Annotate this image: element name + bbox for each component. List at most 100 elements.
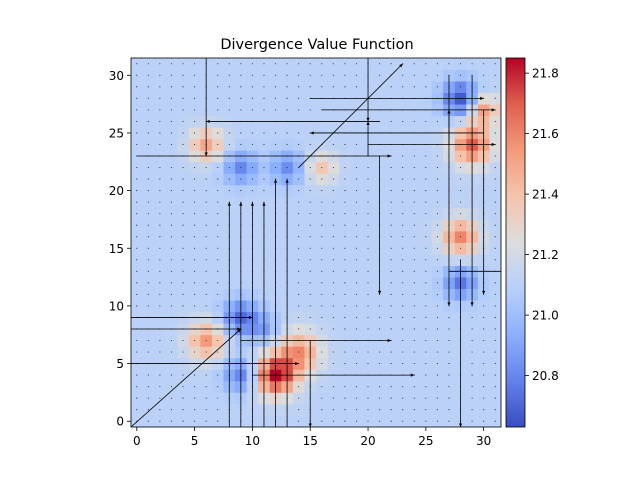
field-dot [194, 132, 196, 134]
y-tick: 20 [109, 184, 131, 198]
field-dot [413, 120, 415, 122]
field-dot [459, 120, 462, 122]
field-dot [309, 224, 311, 226]
field-dot [274, 86, 277, 88]
field-dot [205, 213, 207, 215]
colorbar-tick: 21.2 [525, 248, 559, 262]
field-dot [494, 328, 496, 330]
field-dot [367, 236, 369, 238]
field-dot [355, 190, 358, 192]
y-tick: 10 [109, 299, 131, 313]
field-dot [298, 316, 300, 319]
field-dot [344, 236, 346, 238]
field-dot [413, 178, 415, 180]
field-dot [263, 97, 265, 99]
field-dot [136, 201, 138, 203]
field-dot [332, 86, 334, 88]
streamline-arrow [227, 202, 231, 427]
x-tick-label: 5 [191, 434, 199, 448]
field-dot [251, 132, 253, 134]
field-dot [413, 259, 415, 261]
field-dot [298, 293, 300, 295]
y-tick: 0 [116, 415, 131, 429]
field-dot [147, 420, 149, 422]
x-tick-label: 0 [133, 434, 141, 448]
field-dot [170, 259, 173, 261]
field-dot [355, 420, 358, 422]
field-dot [471, 363, 473, 365]
field-dot [228, 167, 230, 169]
field-dot [367, 178, 369, 180]
field-dot [159, 293, 161, 295]
field-dot [217, 282, 219, 284]
x-tick-label: 20 [360, 434, 375, 448]
field-dot [274, 167, 277, 169]
field-dot [436, 316, 438, 319]
field-dot [170, 293, 173, 295]
field-dot [217, 397, 219, 399]
field-dot [425, 190, 427, 192]
field-dot [228, 109, 230, 111]
field-dot [159, 213, 161, 215]
field-dot [286, 97, 288, 99]
x-axis: 0 5 10 15 20 25 30 [133, 427, 491, 448]
field-dot [217, 270, 219, 272]
y-tick-label: 30 [109, 69, 124, 83]
field-dot [159, 339, 161, 342]
field-dot [402, 178, 404, 180]
field-dot [136, 374, 138, 376]
field-dot [494, 74, 496, 76]
field-dot [344, 143, 346, 146]
field-dot [483, 63, 485, 65]
field-dot [471, 420, 473, 422]
field-dot [321, 224, 323, 226]
field-dot [459, 190, 462, 192]
field-dot [309, 109, 311, 111]
field-dot [436, 409, 438, 411]
field-dot [170, 409, 173, 411]
field-dot [159, 259, 161, 261]
field-dot [194, 409, 196, 411]
field-dot [344, 386, 346, 388]
field-dot [159, 63, 161, 65]
field-dot [332, 282, 334, 284]
field-dot [217, 351, 219, 353]
field-dot [355, 201, 358, 203]
field-dot [355, 397, 358, 399]
field-dot [332, 293, 334, 295]
colorbar [505, 57, 526, 428]
field-dot [494, 339, 496, 342]
field-dot [182, 190, 184, 192]
field-dot [390, 305, 392, 307]
field-dot [494, 236, 496, 238]
field-dot [182, 132, 184, 134]
field-dot [170, 86, 173, 88]
field-dot [425, 374, 427, 376]
field-dot [240, 86, 242, 88]
field-dot [298, 143, 300, 146]
field-dot [217, 63, 219, 65]
field-dot [494, 224, 496, 226]
field-dot [344, 363, 346, 365]
field-dot [436, 155, 438, 157]
field-dot [309, 63, 311, 65]
field-dot [425, 86, 427, 88]
field-dot [298, 409, 300, 411]
field-dot [136, 120, 138, 122]
field-dot [159, 109, 161, 111]
field-dot [147, 132, 149, 134]
field-dot [448, 420, 450, 422]
field-dot [494, 363, 496, 365]
field-dot [240, 132, 242, 134]
field-dot [413, 409, 415, 411]
field-dot [159, 167, 161, 169]
field-dot [402, 270, 404, 272]
field-dot [402, 190, 404, 192]
field-dot [147, 224, 149, 226]
field-dot [136, 409, 138, 411]
field-dot [240, 109, 242, 111]
field-dot [170, 270, 173, 272]
field-dot [136, 63, 138, 65]
field-dot [367, 259, 369, 261]
field-dot [402, 328, 404, 330]
